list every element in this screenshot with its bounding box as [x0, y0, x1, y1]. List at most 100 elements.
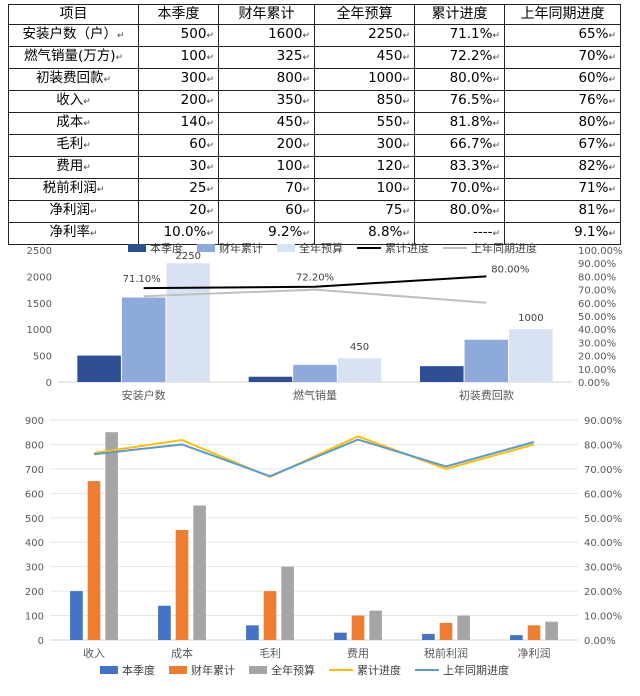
row-label-cell: 税前利润	[8, 178, 139, 201]
chart-operations: 2500 2000 1500 1000 500 0 100.00% 90.00% 80.00% 7…	[27, 241, 623, 402]
right-tick-label: 90.00%	[584, 416, 622, 427]
category-label: 净利润	[518, 646, 551, 660]
data-label: 80.00%	[491, 264, 529, 275]
table-row: 费用3010012083.3%82%	[8, 156, 621, 179]
value-cell: 70	[218, 178, 315, 201]
value-cell: 72.2%	[414, 46, 505, 69]
left-tick-label: 600	[25, 489, 44, 500]
right-tick-label: 60.00%	[584, 489, 622, 500]
bar	[527, 625, 541, 640]
legend-label: 财年累计	[219, 241, 263, 255]
bar	[545, 621, 558, 640]
bar	[70, 591, 83, 640]
value-cell: 66.7%	[414, 134, 505, 157]
category-label: 税前利润	[424, 646, 468, 660]
value-cell: 75	[314, 200, 415, 223]
right-tick-label: 10.00%	[578, 365, 616, 376]
row-label-cell: 净利润	[8, 200, 139, 223]
right-tick-label: 90.00%	[578, 259, 616, 270]
bar	[351, 615, 365, 640]
value-cell: 300	[314, 134, 415, 157]
legend-label: 上年同期进度	[471, 241, 537, 255]
summary-table-container: 项目 本季度 财年累计 全年预算 累计进度 上年同期进度 安装户数（户）5001…	[8, 4, 621, 245]
left-tick-label: 2000	[27, 272, 52, 283]
value-cell: 30	[138, 156, 219, 179]
right-tick-label: 30.00%	[584, 563, 622, 574]
header-cell: 累计进度	[414, 4, 505, 25]
right-tick-label: 50.00%	[578, 312, 616, 323]
value-cell: 80%	[504, 112, 621, 135]
category-label: 毛利	[259, 647, 281, 660]
right-tick-label: 20.00%	[584, 587, 622, 598]
legend-label: 本季度	[122, 663, 155, 677]
value-cell: 76%	[504, 90, 621, 113]
right-tick-label: 0.00%	[578, 378, 610, 389]
value-cell: 80.0%	[414, 200, 505, 223]
value-cell: 140	[138, 112, 219, 135]
bar	[420, 366, 464, 382]
right-tick-label: 70.00%	[584, 465, 622, 476]
legend-label: 上年同期进度	[443, 663, 509, 677]
line-series	[93, 435, 535, 479]
value-cell: 70%	[504, 46, 621, 69]
table-row: 成本14045055081.8%80%	[8, 112, 621, 135]
value-cell: 200	[218, 134, 315, 157]
category-label: 成本	[171, 646, 193, 660]
row-label-cell: 费用	[8, 156, 139, 179]
left-tick-label: 1000	[27, 325, 52, 336]
value-cell: 9.1%	[504, 222, 621, 245]
row-label-cell: 成本	[8, 112, 139, 135]
value-cell: 350	[218, 90, 315, 113]
left-tick-label: 400	[25, 538, 44, 549]
right-tick-label: 50.00%	[584, 514, 622, 525]
data-label: 450	[350, 342, 369, 353]
bar	[105, 432, 118, 640]
value-cell: 71%	[504, 178, 621, 201]
data-label: 72.20%	[296, 273, 334, 284]
legend-label: 全年预算	[271, 663, 315, 677]
value-cell: 450	[218, 112, 315, 135]
right-tick-label: 100.00%	[578, 246, 623, 257]
right-tick-label: 70.00%	[578, 286, 616, 297]
value-cell: 81%	[504, 200, 621, 223]
legend-swatch	[100, 666, 118, 674]
value-cell: 100	[314, 178, 415, 201]
bar	[510, 635, 523, 640]
value-cell: 8.8%	[314, 222, 415, 245]
row-label-cell: 安装户数（户）	[8, 24, 139, 47]
bar	[77, 355, 121, 382]
right-tick-label: 80.00%	[584, 440, 622, 451]
value-cell: 71.1%	[414, 24, 505, 47]
value-cell: ----	[414, 222, 505, 245]
left-tick-label: 0	[38, 636, 44, 647]
left-tick-label: 500	[25, 514, 44, 525]
right-tick-label: 60.00%	[578, 299, 616, 310]
bar	[439, 622, 453, 640]
right-tick-label: 0.00%	[584, 636, 616, 647]
value-cell: 25	[138, 178, 219, 201]
bar	[281, 566, 294, 640]
value-cell: 65%	[504, 24, 621, 47]
legend-label: 累计进度	[357, 663, 401, 677]
value-cell: 67%	[504, 134, 621, 157]
bar	[464, 339, 509, 382]
value-cell: 2250	[314, 24, 415, 47]
chart-financials: 900 800 700 600 500 400 300 200 100 0 90.00% 80.00%…	[25, 416, 622, 677]
bar	[175, 530, 189, 640]
left-tick-label: 100	[25, 612, 44, 623]
right-tick-label: 20.00%	[578, 352, 616, 363]
table-header-row: 项目 本季度 财年累计 全年预算 累计进度 上年同期进度	[8, 4, 621, 25]
left-tick-label: 200	[25, 587, 44, 598]
row-label-cell: 收入	[8, 90, 139, 113]
bar	[158, 605, 171, 640]
table-row: 净利润20607580.0%81%	[8, 200, 621, 223]
value-cell: 70.0%	[414, 178, 505, 201]
bar	[337, 358, 382, 382]
bar	[369, 610, 382, 640]
left-tick-label: 1500	[27, 299, 52, 310]
table-body: 安装户数（户）5001600225071.1%65%燃气销量(万方)100325…	[8, 24, 621, 245]
header-cell: 全年预算	[314, 4, 415, 25]
legend-label: 本季度	[150, 241, 183, 255]
table-row: 燃气销量(万方)10032545072.2%70%	[8, 46, 621, 69]
legend-label: 财年累计	[191, 663, 235, 677]
